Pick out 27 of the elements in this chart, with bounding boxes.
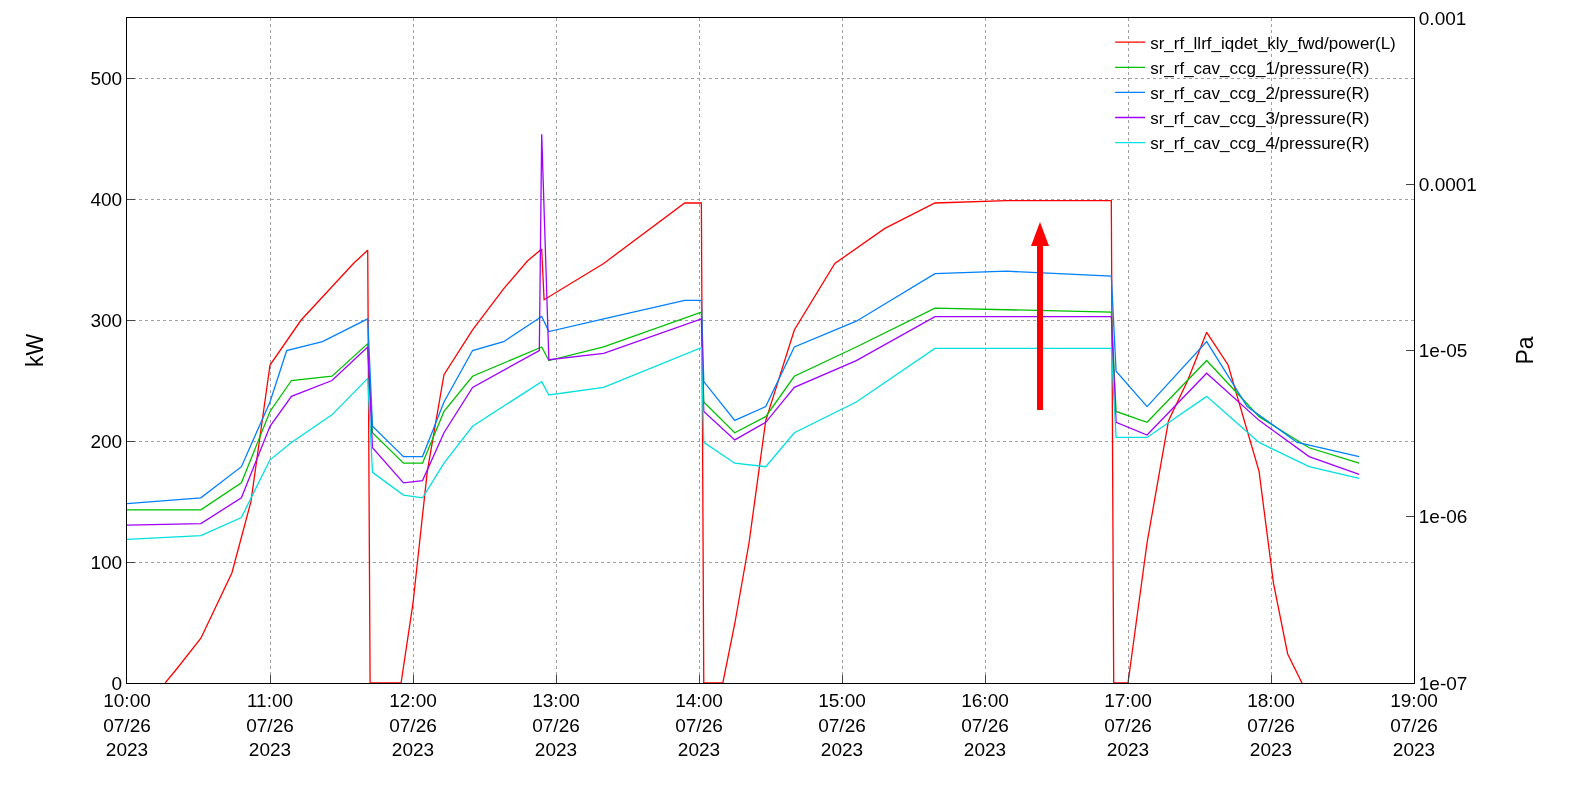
- legend-label: sr_rf_cav_ccg_3/pressure(R): [1150, 109, 1370, 129]
- y2-tick-label: 1e-05: [1418, 340, 1468, 362]
- x-tick-label: 12:00 07/26 2023: [389, 689, 437, 761]
- x-tick-label: 14:00 07/26 2023: [675, 689, 723, 761]
- y-tick-label: 500: [90, 68, 123, 90]
- legend-label: sr_rf_cav_ccg_2/pressure(R): [1150, 84, 1370, 104]
- y2-tick-label: 0.001: [1418, 7, 1467, 29]
- y-tick-label: 100: [90, 551, 123, 573]
- legend-label: sr_rf_cav_ccg_4/pressure(R): [1150, 134, 1370, 154]
- y-axis-title: kW: [21, 333, 48, 368]
- line-series: [127, 270, 1360, 505]
- x-tick-label: 11:00 07/26 2023: [246, 689, 294, 761]
- line-series: [164, 199, 1303, 683]
- x-tick-label: 17:00 07/26 2023: [1104, 689, 1152, 761]
- x-tick-label: 15:00 07/26 2023: [818, 689, 866, 761]
- y2-tick-label: 0.0001: [1418, 173, 1477, 195]
- x-tick-label: 16:00 07/26 2023: [961, 689, 1009, 761]
- x-tick-label: 18:00 07/26 2023: [1247, 689, 1295, 761]
- y2-axis-title: Pa: [1511, 336, 1538, 365]
- legend-label: sr_rf_llrf_iqdet_kly_fwd/power(L): [1150, 33, 1396, 53]
- legend-label: sr_rf_cav_ccg_1/pressure(R): [1150, 58, 1370, 78]
- y-tick-label: 300: [90, 309, 123, 331]
- line-series: [127, 347, 1360, 541]
- y-tick-label: 400: [90, 189, 123, 211]
- y-tick-label: 200: [90, 430, 123, 452]
- y2-tick-label: 1e-06: [1418, 506, 1468, 528]
- x-tick-label: 13:00 07/26 2023: [532, 689, 580, 761]
